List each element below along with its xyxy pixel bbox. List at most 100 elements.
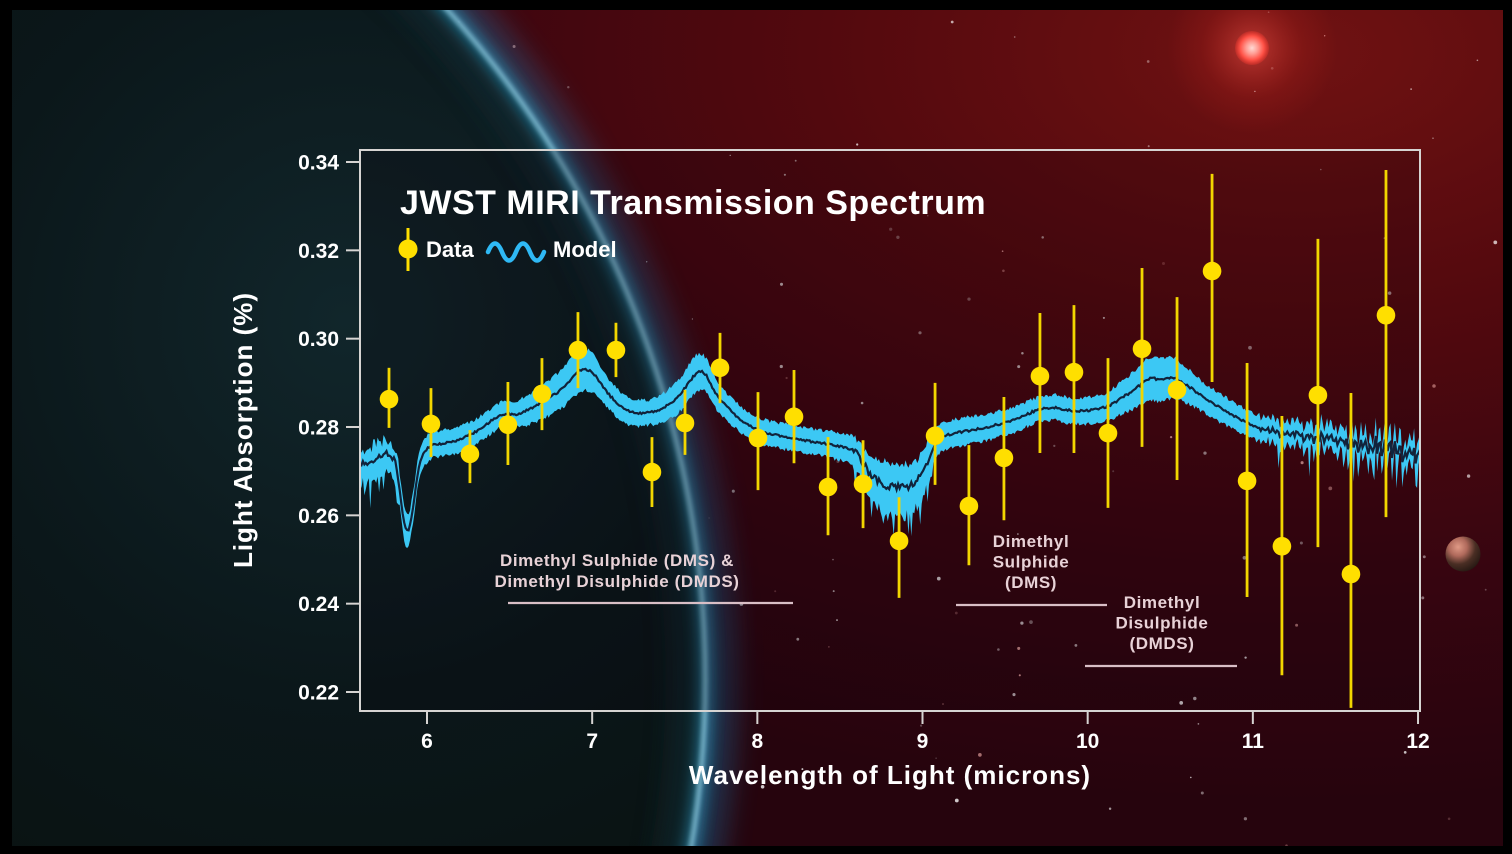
molecule-annotation-line: (DMS) xyxy=(1005,573,1057,592)
y-tick-label: 0.24 xyxy=(298,593,339,616)
data-point xyxy=(1237,471,1257,491)
data-point xyxy=(568,340,588,360)
molecule-annotation-line: Disulphide xyxy=(1116,614,1209,633)
star xyxy=(1432,137,1434,139)
star xyxy=(779,282,784,286)
star xyxy=(954,798,959,803)
star xyxy=(1493,240,1498,245)
model-band-group xyxy=(360,346,1420,549)
star xyxy=(1162,262,1165,265)
legend-model-label: Model xyxy=(553,237,617,262)
star xyxy=(1001,250,1004,253)
star xyxy=(1017,646,1021,650)
y-axis-title: Light Absorption (%) xyxy=(228,292,258,568)
data-point xyxy=(1030,366,1050,386)
molecule-annotation-line: Dimethyl xyxy=(1124,593,1201,612)
star xyxy=(856,143,859,146)
star xyxy=(1055,548,1058,551)
data-point xyxy=(675,413,695,433)
star xyxy=(1432,384,1436,388)
star xyxy=(1387,291,1392,295)
data-point xyxy=(460,444,480,464)
data-point xyxy=(1376,305,1396,325)
y-tick-label: 0.26 xyxy=(298,505,339,528)
star xyxy=(1017,533,1019,535)
x-tick-label: 10 xyxy=(1076,730,1099,753)
star xyxy=(1300,461,1304,465)
star xyxy=(978,753,982,757)
star xyxy=(1012,693,1016,697)
star xyxy=(1017,365,1021,369)
data-point xyxy=(710,358,730,378)
data-point xyxy=(784,407,804,427)
star xyxy=(1074,643,1078,647)
y-tick-label: 0.30 xyxy=(298,328,339,351)
star xyxy=(935,757,937,759)
data-point xyxy=(1202,261,1222,281)
atmosphere-inner-haze xyxy=(406,10,705,846)
star xyxy=(950,20,954,24)
chart-title: JWST MIRI Transmission Spectrum xyxy=(400,184,986,222)
model-best-fit-line xyxy=(360,367,1420,532)
star xyxy=(801,768,804,771)
red-dwarf-star-glow xyxy=(1167,10,1337,133)
star xyxy=(896,235,900,239)
atmosphere-outer-glow xyxy=(438,10,735,846)
molecule-annotation-line: Dimethyl Disulphide (DMDS) xyxy=(494,572,739,591)
data-point xyxy=(642,462,662,482)
star xyxy=(760,785,765,789)
star xyxy=(1193,696,1197,701)
x-tick-label: 11 xyxy=(1242,730,1265,753)
star xyxy=(1410,88,1412,90)
star xyxy=(1466,474,1471,478)
molecule-annotation-line: Dimethyl Sulphide (DMS) & xyxy=(500,551,734,570)
legend-data-label: Data xyxy=(426,237,474,262)
star xyxy=(1179,701,1184,705)
star xyxy=(794,159,797,162)
molecule-annotation-line: Sulphide xyxy=(993,553,1070,572)
star xyxy=(832,590,835,593)
star xyxy=(1002,269,1005,273)
star xyxy=(774,590,777,593)
molecule-annotation-line: (DMDS) xyxy=(1130,634,1195,653)
star xyxy=(832,558,834,561)
star xyxy=(1328,486,1333,491)
data-point xyxy=(1132,339,1152,359)
star xyxy=(1447,817,1451,821)
data-point xyxy=(532,384,552,404)
data-point xyxy=(379,389,399,409)
data-point xyxy=(889,531,909,551)
star xyxy=(731,489,735,493)
y-tick-label: 0.32 xyxy=(298,240,339,263)
star xyxy=(1029,620,1033,624)
legend-data-point-icon xyxy=(398,239,418,259)
star xyxy=(1285,844,1288,846)
x-axis-title: Wavelength of Light (microns) xyxy=(689,760,1091,790)
star xyxy=(836,619,838,622)
data-point xyxy=(1272,536,1292,556)
axis-ticks-group: 0.22 0.24 0.26 0.28 0.30 0.32 0.34 6 7 8 9 10 11 12 xyxy=(298,152,1430,754)
star xyxy=(1299,541,1303,545)
star xyxy=(785,376,788,380)
x-tick-label: 12 xyxy=(1406,730,1429,753)
star xyxy=(918,331,922,335)
star xyxy=(1041,236,1044,239)
star xyxy=(1053,444,1056,448)
star xyxy=(1013,36,1016,38)
star xyxy=(1421,596,1425,600)
star xyxy=(1295,623,1299,627)
data-point xyxy=(853,474,873,494)
star xyxy=(1018,674,1021,677)
star xyxy=(1248,345,1252,350)
star xyxy=(729,154,731,157)
molecule-annotation-line: Dimethyl xyxy=(993,532,1070,551)
star xyxy=(567,85,570,89)
star xyxy=(860,401,864,405)
legend-model-wave-icon xyxy=(485,241,547,263)
plot-frame xyxy=(359,149,1421,712)
data-point xyxy=(1341,564,1361,584)
data-point xyxy=(421,414,441,434)
model-uncertainty-band xyxy=(360,346,1420,549)
star xyxy=(1476,59,1479,62)
x-tick-label: 9 xyxy=(917,730,929,753)
